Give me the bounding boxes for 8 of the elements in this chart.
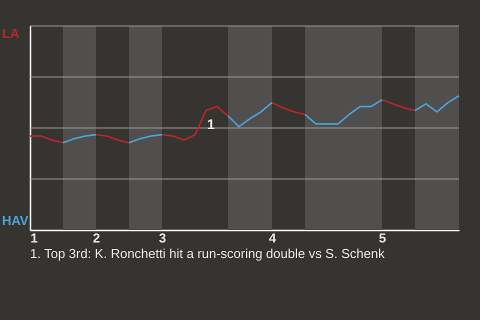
text: HAV	[2, 213, 29, 228]
x-tick-label: 3	[158, 230, 166, 246]
x-tick-label: 2	[92, 230, 100, 246]
x-tick-label: 4	[268, 230, 277, 246]
x-tick-label: 5	[378, 230, 386, 246]
x-tick-label: 1	[30, 230, 38, 246]
text: 1. Top 3rd: K. Ronchetti hit a run-scoring double vs S. Schenk	[30, 246, 386, 261]
text: LA	[2, 26, 20, 41]
